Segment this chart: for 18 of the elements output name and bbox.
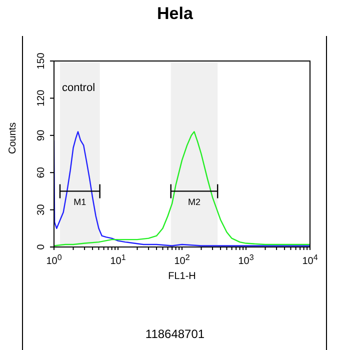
y-axis-title: Counts bbox=[8, 122, 19, 154]
text: 118648701 bbox=[145, 327, 205, 341]
y-tick-label: 60 bbox=[36, 166, 47, 178]
x-tick-label: 10$^{4}$ bbox=[302, 252, 318, 267]
band-label: M2 bbox=[188, 197, 200, 208]
x-tick-label: 10$^{0}$ bbox=[46, 252, 62, 267]
annotation: control bbox=[62, 82, 96, 94]
y-tick-label: 90 bbox=[36, 129, 47, 141]
y-tick-label: 30 bbox=[36, 204, 47, 216]
y-tick-label: 120 bbox=[36, 89, 47, 107]
x-tick-label: 10$^{2}$ bbox=[174, 252, 190, 267]
y-tick-label: 0 bbox=[36, 244, 47, 250]
x-tick-label: 10$^{1}$ bbox=[110, 252, 126, 267]
chart-title: Hela bbox=[156, 4, 194, 24]
band-label: M1 bbox=[74, 197, 86, 208]
x-tick-label: 10$^{3}$ bbox=[238, 252, 254, 267]
y-tick-label: 150 bbox=[36, 52, 47, 70]
x-axis-title: FL1-H bbox=[168, 271, 196, 282]
